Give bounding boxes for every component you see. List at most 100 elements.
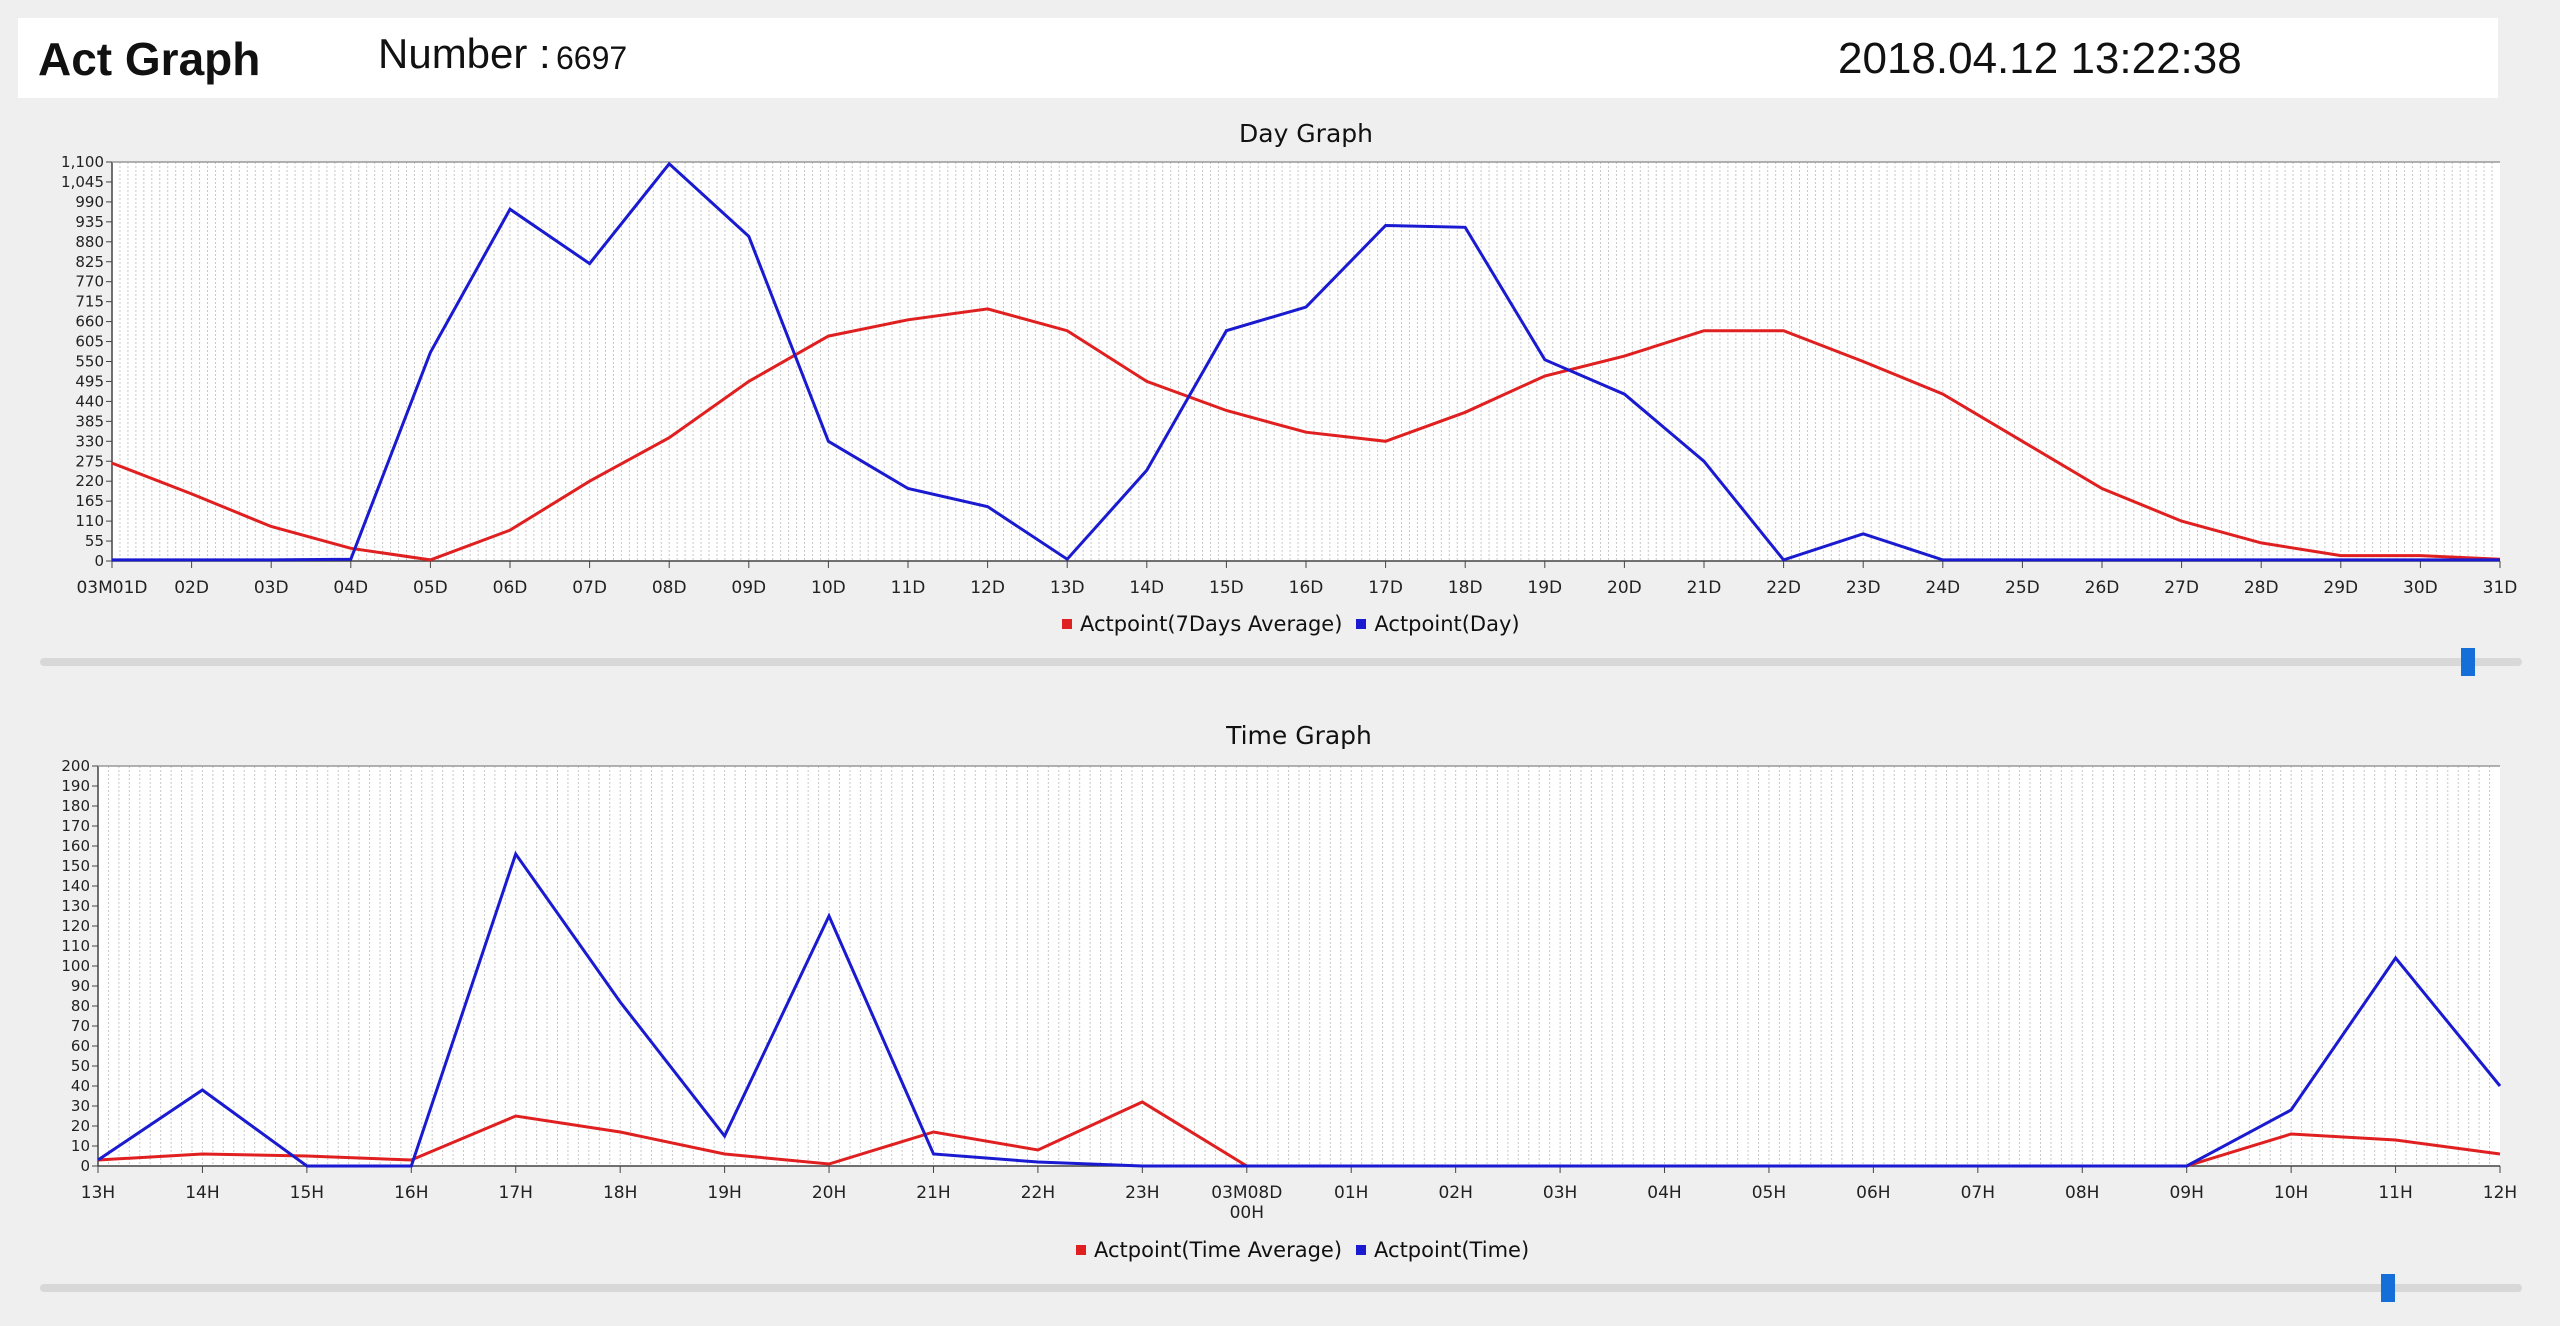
x-tick-label: 06H bbox=[1856, 1183, 1890, 1203]
x-tick-label: 11H bbox=[2378, 1183, 2412, 1203]
y-tick-label: 220 bbox=[75, 472, 104, 490]
x-tick-label: 04D bbox=[333, 578, 368, 598]
y-tick-label: 30 bbox=[71, 1097, 90, 1115]
x-tick-label: 20D bbox=[1607, 578, 1642, 598]
x-tick-label: 14H bbox=[185, 1183, 219, 1203]
x-tick-label: 10D bbox=[811, 578, 846, 598]
x-tick-label: 08D bbox=[652, 578, 687, 598]
day-graph-legend: Actpoint(7Days Average) Actpoint(Day) bbox=[1056, 612, 1520, 636]
y-tick-label: 180 bbox=[61, 797, 90, 815]
x-tick-label: 23H bbox=[1125, 1183, 1159, 1203]
day-graph-scroll-thumb[interactable] bbox=[2461, 648, 2475, 676]
time-graph-scroll-thumb[interactable] bbox=[2381, 1274, 2395, 1302]
y-tick-label: 165 bbox=[75, 492, 104, 510]
x-tick-label: 16D bbox=[1289, 578, 1324, 598]
x-tick-label: 20H bbox=[812, 1183, 846, 1203]
legend-day-average: Actpoint(7Days Average) bbox=[1080, 612, 1343, 636]
time-graph-legend: Actpoint(Time Average) Actpoint(Time) bbox=[1070, 1238, 1529, 1262]
y-tick-label: 1,100 bbox=[61, 153, 104, 171]
legend-time-actual: Actpoint(Time) bbox=[1374, 1238, 1530, 1262]
x-tick-label: 21H bbox=[916, 1183, 950, 1203]
y-tick-label: 160 bbox=[61, 837, 90, 855]
legend-day-actual: Actpoint(Day) bbox=[1374, 612, 1520, 636]
x-tick-label: 03M01D bbox=[76, 578, 147, 598]
gridlines bbox=[97, 766, 2491, 1166]
time-graph-scrollbar[interactable] bbox=[40, 1284, 2522, 1292]
x-tick-label: 29D bbox=[2323, 578, 2358, 598]
y-tick-label: 150 bbox=[61, 857, 90, 875]
y-tick-label: 770 bbox=[75, 273, 104, 291]
y-tick-label: 190 bbox=[61, 777, 90, 795]
x-tick-label: 14D bbox=[1129, 578, 1164, 598]
x-tick-label: 18H bbox=[603, 1183, 637, 1203]
y-tick-label: 0 bbox=[94, 552, 104, 570]
chart-title: Time Graph bbox=[1225, 721, 1372, 750]
x-tick-label: 12H bbox=[2483, 1183, 2517, 1203]
y-tick-label: 715 bbox=[75, 293, 104, 311]
y-tick-label: 90 bbox=[71, 977, 90, 995]
x-tick-label: 12D bbox=[970, 578, 1005, 598]
x-tick-label: 03H bbox=[1543, 1183, 1577, 1203]
y-tick-label: 140 bbox=[61, 877, 90, 895]
y-tick-label: 55 bbox=[85, 532, 104, 550]
number-value: 6697 bbox=[556, 40, 628, 76]
y-tick-label: 130 bbox=[61, 897, 90, 915]
y-tick-label: 40 bbox=[71, 1077, 90, 1095]
x-tick-label: 15H bbox=[290, 1183, 324, 1203]
x-tick-label: 05H bbox=[1752, 1183, 1786, 1203]
y-tick-label: 170 bbox=[61, 817, 90, 835]
x-tick-label: 17H bbox=[499, 1183, 533, 1203]
series-line-actual bbox=[97, 850, 2502, 1168]
y-tick-label: 200 bbox=[61, 757, 90, 775]
x-tick-label: 00H bbox=[1230, 1203, 1264, 1223]
y-tick-label: 50 bbox=[71, 1057, 90, 1075]
y-tick-label: 120 bbox=[61, 917, 90, 935]
x-tick-label: 06D bbox=[493, 578, 528, 598]
x-tick-label: 11D bbox=[891, 578, 926, 598]
x-tick-label: 03D bbox=[254, 578, 289, 598]
x-tick-label: 24D bbox=[1925, 578, 1960, 598]
y-tick-label: 1,045 bbox=[61, 173, 104, 191]
x-tick-label: 03M08D bbox=[1211, 1183, 1282, 1203]
gridlines bbox=[111, 162, 2493, 561]
y-tick-label: 990 bbox=[75, 193, 104, 211]
x-tick-label: 26D bbox=[2085, 578, 2120, 598]
x-tick-label: 01H bbox=[1334, 1183, 1368, 1203]
y-tick-label: 110 bbox=[75, 512, 104, 530]
day-graph-scrollbar[interactable] bbox=[40, 658, 2522, 666]
x-tick-label: 13D bbox=[1050, 578, 1085, 598]
x-tick-label: 22D bbox=[1766, 578, 1801, 598]
chart-title: Day Graph bbox=[1239, 119, 1373, 148]
y-tick-label: 825 bbox=[75, 253, 104, 271]
x-tick-label: 19D bbox=[1527, 578, 1562, 598]
time-graph: Time Graph 0 10 20 30 40 50 60 70 80 90 100 110 120 13… bbox=[61, 721, 2517, 1223]
x-tick-label: 17D bbox=[1368, 578, 1403, 598]
y-tick-label: 60 bbox=[71, 1037, 90, 1055]
x-tick-label: 16H bbox=[394, 1183, 428, 1203]
current-datetime: 2018.04.12 13:22:38 bbox=[1838, 34, 2242, 83]
app-title: Act Graph bbox=[38, 33, 261, 85]
x-tick-label: 08H bbox=[2065, 1183, 2099, 1203]
x-tick-label: 02D bbox=[174, 578, 209, 598]
x-tick-label: 31D bbox=[2483, 578, 2518, 598]
y-tick-label: 605 bbox=[75, 333, 104, 351]
x-tick-label: 13H bbox=[81, 1183, 115, 1203]
x-tick-label: 10H bbox=[2274, 1183, 2308, 1203]
y-tick-label: 100 bbox=[61, 957, 90, 975]
y-tick-label: 660 bbox=[75, 313, 104, 331]
legend-day-swatch bbox=[1356, 619, 1367, 629]
number-label: Number : bbox=[378, 30, 551, 77]
x-tick-label: 23D bbox=[1846, 578, 1881, 598]
legend-average-swatch bbox=[1062, 619, 1072, 629]
y-tick-label: 385 bbox=[75, 412, 104, 430]
x-tick-label: 04H bbox=[1647, 1183, 1681, 1203]
x-tick-label: 27D bbox=[2164, 578, 2199, 598]
y-tick-label: 550 bbox=[75, 353, 104, 371]
x-tick-label: 19H bbox=[707, 1183, 741, 1203]
y-tick-label: 110 bbox=[61, 937, 90, 955]
header-bar: Act Graph Number : 6697 2018.04.12 13:22… bbox=[18, 18, 2498, 98]
plot-area bbox=[112, 162, 2500, 561]
y-tick-label: 20 bbox=[71, 1117, 90, 1135]
x-tick-label: 07D bbox=[572, 578, 607, 598]
